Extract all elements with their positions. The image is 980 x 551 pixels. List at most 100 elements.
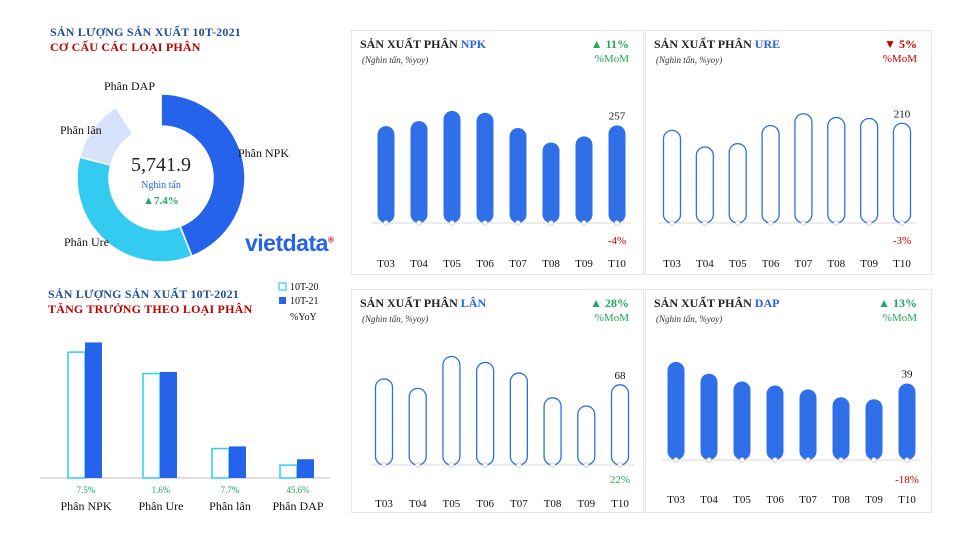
growth-bar-2020-npk (67, 351, 86, 479)
panel-ure-mom: %MoM (882, 53, 917, 65)
ure-tick-t08: T08 (827, 258, 845, 270)
donut-slice-dap (114, 93, 162, 136)
panel-lan: SẢN XUẤT PHÂN LÂN (Nghìn tấn, %yoy) ▲ 28… (351, 289, 644, 513)
legend-label-2020: 10T-20 (290, 282, 319, 293)
ure-bar-t06 (761, 124, 780, 224)
lan-tick-t07: T07 (510, 498, 528, 510)
donut-label-dap: Phân DAP (104, 79, 155, 93)
lan-dot-t06 (482, 462, 488, 468)
dap-dot-t05 (739, 457, 745, 463)
npk-bar-t04 (410, 121, 428, 223)
dap-dot-t06 (772, 457, 778, 463)
panel-dap-mom: %MoM (882, 312, 917, 324)
growth-category-ure: Phân Ure (139, 499, 184, 513)
donut-slice-npk (160, 93, 246, 258)
lan-value-label: 68 (615, 370, 627, 382)
growth-subtitle: TĂNG TRƯỞNG THEO LOẠI PHÂN (48, 302, 253, 316)
npk-bar-t10 (608, 125, 626, 223)
lan-bar-t03 (374, 378, 394, 466)
npk-tick-t08: T08 (542, 258, 560, 270)
lan-bar-t06 (475, 361, 495, 466)
dap-dot-t03 (673, 457, 679, 463)
lan-dot-t04 (415, 462, 421, 468)
npk-dot-t03 (383, 220, 389, 226)
growth-yoy-npk: 7.5% (77, 485, 96, 495)
panel-dap: SẢN XUẤT PHÂN DAP (Nghìn tấn, %yoy) ▲ 13… (645, 289, 932, 513)
structure-title: SẢN LƯỢNG SẢN XUẤT 10T-2021 (50, 25, 241, 39)
growth-bar-2021-dap (297, 459, 314, 478)
panel-ure-change: ▼ 5% (884, 37, 917, 51)
growth-bar-2020-lan (211, 447, 230, 479)
dap-tick-t10: T10 (898, 494, 916, 506)
dap-chart: T03 T04 T05 T06 T07 T08 T09 T10 39 -18% (662, 361, 921, 506)
dap-dot-t10 (904, 457, 910, 463)
growth-bar-2021-ure (160, 371, 177, 478)
donut-label-lan: Phân lân (60, 123, 102, 137)
donut-center-value: 5,741.9 (131, 154, 191, 176)
dap-dot-t09 (871, 457, 877, 463)
ure-bar-t03 (662, 129, 682, 224)
dap-bar-t05 (733, 381, 751, 460)
dap-tick-t09: T09 (865, 494, 883, 506)
npk-tick-t10: T10 (608, 258, 626, 270)
ure-bar-t07 (794, 113, 813, 224)
lan-tick-t08: T08 (544, 498, 562, 510)
growth-bar-2020-ure (142, 372, 161, 479)
panel-npk-title-hl: NPK (460, 37, 487, 51)
lan-yoy-label: 22% (610, 474, 630, 486)
lan-bar-t08 (543, 397, 562, 466)
ure-dot-t03 (669, 220, 675, 226)
growth-chart: 10T-20 10T-21 %YoY 7.5% Phân NPK 1.6% Phân … (40, 282, 330, 513)
npk-dot-t06 (482, 220, 488, 226)
growth-title: SẢN LƯỢNG SẢN XUẤT 10T-2021 (48, 287, 239, 301)
dap-tick-t05: T05 (733, 494, 751, 506)
lan-tick-t09: T09 (577, 498, 595, 510)
ure-dot-t10 (899, 220, 905, 226)
panel-dap-title-prefix: SẢN XUẤT PHÂN (654, 296, 752, 310)
dap-bar-t10 (898, 383, 916, 460)
dap-dot-t04 (706, 457, 712, 463)
panel-ure: SẢN XUẤT PHÂN URE (Nghìn tấn, %yoy) ▼ 5%… (645, 30, 932, 275)
panel-dap-title: SẢN XUẤT PHÂN DAP (654, 296, 779, 311)
lan-tick-t03: T03 (375, 498, 393, 510)
lan-dot-t10 (617, 462, 623, 468)
panel-lan-title-prefix: SẢN XUẤT PHÂN (360, 296, 458, 310)
lan-tick-t05: T05 (443, 498, 461, 510)
ure-value-label: 210 (894, 108, 911, 120)
ure-tick-t03: T03 (663, 258, 681, 270)
lan-dot-t07 (516, 462, 522, 468)
lan-chart: T03 T04 T05 T06 T07 T08 T09 T10 68 22% (370, 355, 634, 510)
npk-tick-t05: T05 (443, 258, 461, 270)
npk-dot-t04 (416, 220, 422, 226)
ure-dot-t04 (702, 220, 708, 226)
ure-dot-t08 (833, 220, 839, 226)
logo-mark: ® (327, 235, 334, 245)
npk-tick-t09: T09 (575, 258, 593, 270)
npk-bar-t09 (575, 136, 593, 223)
panel-lan-mom: %MoM (594, 312, 629, 324)
panel-ure-title: SẢN XUẤT PHÂN URE (654, 37, 780, 52)
ure-bar-t10 (892, 122, 912, 224)
legend-swatch-2020 (278, 282, 287, 291)
ure-bar-t08 (827, 116, 846, 224)
ure-tick-t07: T07 (795, 258, 813, 270)
growth-bar-2020-dap (279, 464, 298, 479)
lan-tick-t10: T10 (611, 498, 629, 510)
panel-ure-title-hl: URE (754, 37, 781, 51)
panel-dap-change: ▲ 13% (878, 296, 917, 310)
npk-dot-t09 (581, 220, 587, 226)
dap-value-label: 39 (902, 369, 914, 381)
npk-dot-t10 (614, 220, 620, 226)
npk-bar-t07 (509, 128, 527, 223)
npk-tick-t04: T04 (410, 258, 428, 270)
growth-category-npk: Phân NPK (60, 499, 111, 513)
npk-tick-t03: T03 (377, 258, 395, 270)
lan-bar-t10 (610, 384, 630, 466)
lan-bar-t09 (577, 405, 596, 466)
growth-yoy-ure: 1.6% (152, 485, 171, 495)
npk-chart: T03 T04 T05 T06 T07 T08 T09 T10 257 -4% (372, 110, 631, 270)
ure-dot-t05 (735, 220, 741, 226)
dap-tick-t07: T07 (799, 494, 817, 506)
panel-dap-unit: (Nghìn tấn, %yoy) (656, 314, 723, 324)
dap-tick-t08: T08 (832, 494, 850, 506)
